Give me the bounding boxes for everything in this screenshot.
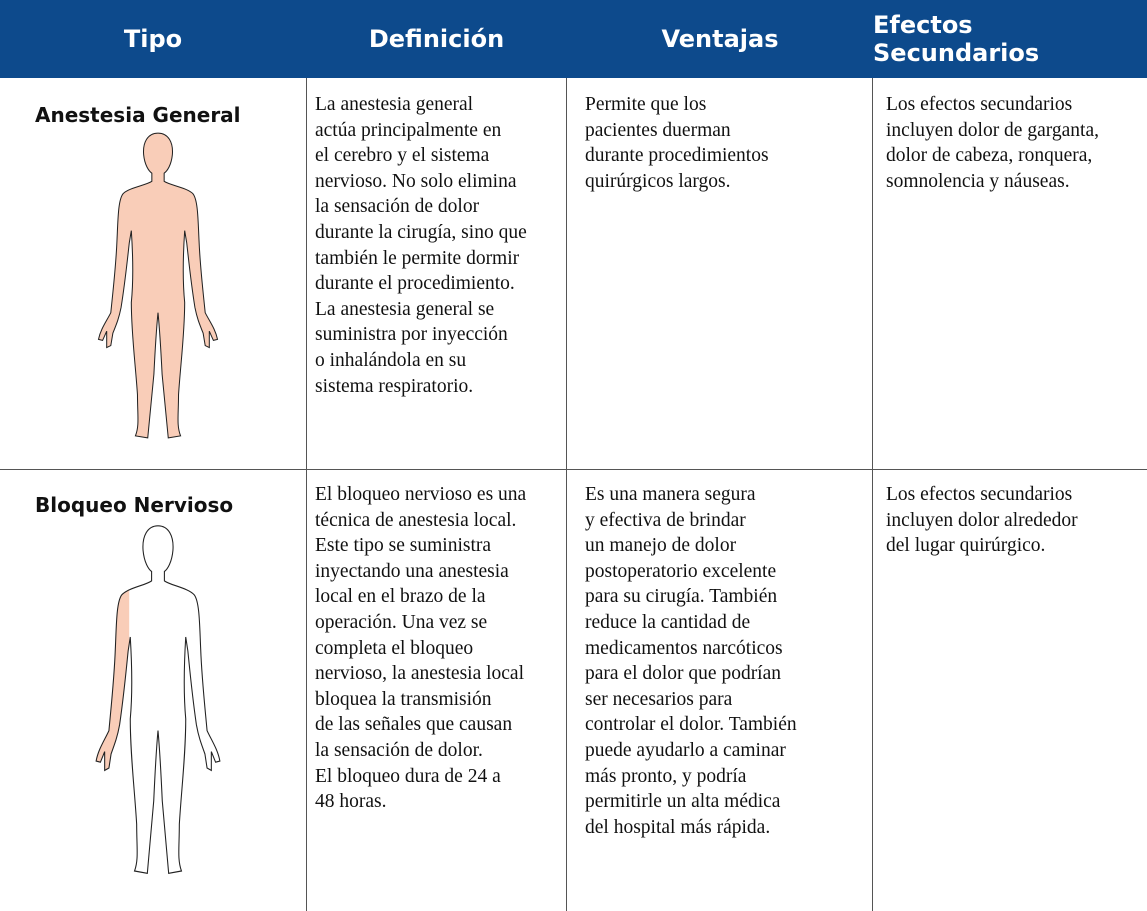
body-figure [95, 525, 221, 874]
body-figure [97, 132, 219, 439]
column-divider [872, 78, 873, 911]
definition: El bloqueo nervioso es una técnica de an… [315, 484, 527, 813]
side-effects: Los efectos secundarios incluyen dolor d… [886, 94, 1099, 192]
row-divider [0, 469, 1147, 470]
column-divider [566, 78, 567, 911]
advantages: Es una manera segura y efectiva de brind… [585, 484, 797, 838]
side-effects: Los efectos secundarios incluyen dolor a… [886, 484, 1078, 557]
header-cell: Efectos Secundarios [873, 0, 1147, 78]
column-divider [306, 78, 307, 911]
definition: La anestesia general actúa principalment… [315, 94, 527, 397]
type-label: Bloqueo Nervioso [35, 493, 234, 517]
advantages: Permite que los pacientes duerman durant… [585, 94, 769, 192]
type-label: Anestesia General [35, 103, 241, 127]
header-cell: Definición [306, 0, 567, 78]
header-cell: Ventajas [567, 0, 873, 78]
header-cell: Tipo [0, 0, 306, 78]
